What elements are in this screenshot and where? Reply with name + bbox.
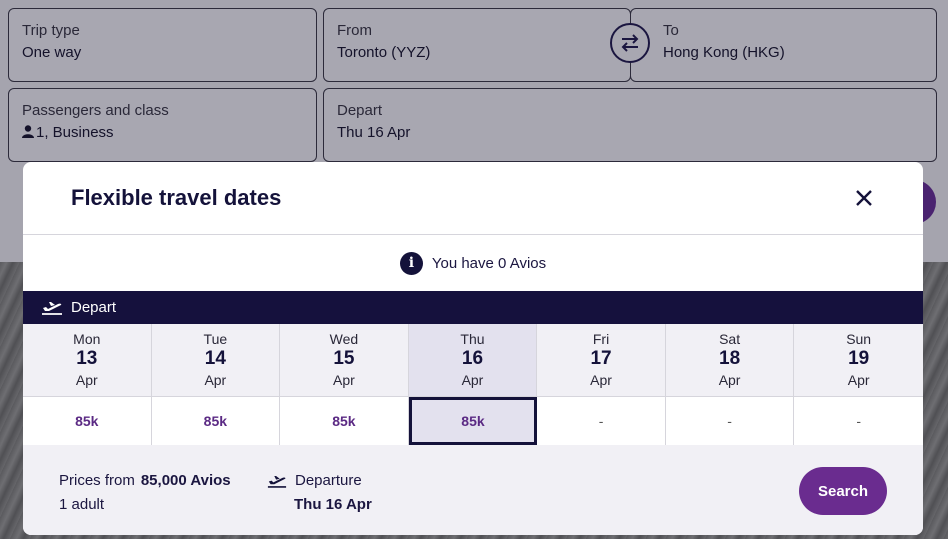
day-mon-13[interactable]: Mon 13 Apr bbox=[23, 324, 152, 396]
prices-from-label: Prices from bbox=[59, 472, 135, 489]
day-month: Apr bbox=[333, 372, 355, 388]
day-of-week: Tue bbox=[203, 331, 228, 347]
from-value: Toronto (YYZ) bbox=[337, 44, 431, 61]
flexible-dates-modal: Flexible travel dates i You have 0 Avios… bbox=[23, 162, 923, 535]
plane-takeoff-icon bbox=[42, 301, 62, 315]
modal-header: Flexible travel dates bbox=[23, 162, 923, 235]
prices-from-value: 85,000 Avios bbox=[140, 472, 231, 489]
depart-value: Thu 16 Apr bbox=[337, 124, 411, 141]
day-number: 14 bbox=[204, 348, 226, 369]
days-row: Mon 13 Apr Tue 14 Apr Wed 15 Apr Thu 16 … bbox=[23, 324, 923, 397]
swap-arrows-icon bbox=[621, 34, 639, 52]
day-of-week: Sat bbox=[719, 331, 741, 347]
trip-type-value: One way bbox=[22, 44, 82, 61]
day-of-week: Fri bbox=[592, 331, 610, 347]
to-field[interactable]: To Hong Kong (HKG) bbox=[630, 8, 937, 82]
modal-footer: Prices from 85,000 Avios 1 adult Departur… bbox=[23, 445, 923, 535]
departure-summary: Departure Thu 16 Apr bbox=[267, 469, 372, 517]
depart-section-header: Depart bbox=[23, 291, 923, 324]
day-month: Apr bbox=[847, 372, 870, 388]
price-cell-fri-17: - bbox=[537, 397, 666, 445]
day-sat-18[interactable]: Sat 18 Apr bbox=[665, 324, 795, 396]
passengers-label: Passengers and class bbox=[22, 102, 169, 119]
day-wed-15[interactable]: Wed 15 Apr bbox=[280, 324, 409, 396]
depart-label: Depart bbox=[337, 102, 383, 119]
day-of-week: Wed bbox=[329, 331, 359, 347]
passengers-value: 1, Business bbox=[36, 124, 114, 141]
plane-takeoff-icon bbox=[267, 475, 287, 488]
price-cell-mon-13[interactable]: 85k bbox=[23, 397, 152, 445]
trip-type-label: Trip type bbox=[22, 22, 80, 39]
to-label: To bbox=[663, 22, 679, 39]
day-number: 18 bbox=[719, 348, 741, 369]
person-icon bbox=[22, 125, 34, 138]
day-month: Apr bbox=[590, 372, 612, 388]
price-cell-wed-15[interactable]: 85k bbox=[280, 397, 409, 445]
trip-type-field[interactable]: Trip type One way bbox=[8, 8, 317, 82]
day-fri-17[interactable]: Fri 17 Apr bbox=[537, 324, 666, 396]
departure-label: Departure bbox=[295, 472, 362, 489]
modal-title: Flexible travel dates bbox=[71, 185, 282, 210]
swap-airports-button[interactable] bbox=[610, 23, 650, 63]
day-month: Apr bbox=[204, 372, 227, 388]
search-button[interactable]: Search bbox=[799, 467, 887, 515]
day-number: 13 bbox=[76, 348, 98, 369]
depart-field[interactable]: Depart Thu 16 Apr bbox=[323, 88, 937, 162]
price-cell-sun-19: - bbox=[856, 413, 861, 429]
day-number: 17 bbox=[590, 348, 612, 369]
day-sun-19[interactable]: Sun 19 Apr bbox=[794, 324, 923, 396]
day-number: 15 bbox=[333, 348, 355, 369]
price-summary: Prices from 85,000 Avios 1 adult bbox=[59, 469, 231, 517]
day-tue-14[interactable]: Tue 14 Apr bbox=[151, 324, 281, 396]
day-of-week: Sun bbox=[846, 331, 872, 347]
info-icon: i bbox=[399, 251, 423, 275]
day-number: 16 bbox=[461, 348, 484, 369]
depart-section-label: Depart bbox=[71, 299, 117, 316]
departure-value: Thu 16 Apr bbox=[294, 496, 372, 513]
day-of-week: Thu bbox=[460, 331, 485, 347]
from-field[interactable]: From Toronto (YYZ) bbox=[323, 8, 631, 82]
day-month: Apr bbox=[461, 372, 484, 388]
day-number: 19 bbox=[848, 348, 870, 369]
avios-notice: i You have 0 Avios bbox=[23, 235, 923, 291]
close-button[interactable] bbox=[853, 187, 875, 209]
price-cell-tue-14[interactable]: 85k bbox=[152, 397, 281, 445]
from-label: From bbox=[337, 22, 372, 39]
prices-row: 85k 85k 85k 85k - - - bbox=[23, 397, 923, 446]
day-month: Apr bbox=[75, 372, 98, 388]
close-icon bbox=[856, 190, 872, 206]
to-value: Hong Kong (HKG) bbox=[663, 44, 785, 61]
price-cell-sat-18: - bbox=[666, 397, 795, 445]
day-thu-16[interactable]: Thu 16 Apr bbox=[408, 324, 538, 396]
adults-count: 1 adult bbox=[59, 496, 105, 513]
day-of-week: Mon bbox=[73, 331, 101, 347]
price-cell-thu-16[interactable]: 85k bbox=[408, 397, 538, 445]
passengers-field[interactable]: Passengers and class 1, Business bbox=[8, 88, 317, 162]
day-month: Apr bbox=[718, 372, 741, 388]
avios-notice-text: You have 0 Avios bbox=[431, 254, 547, 272]
